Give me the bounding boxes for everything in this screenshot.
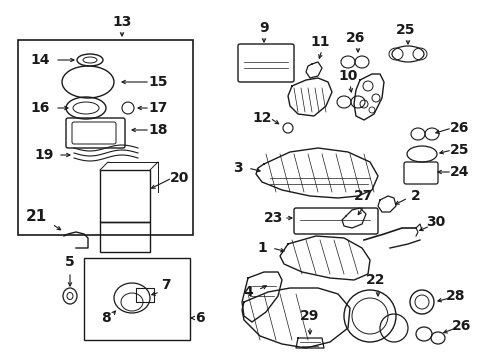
Text: 25: 25	[449, 143, 469, 157]
Text: 13: 13	[112, 15, 131, 29]
Text: 26: 26	[449, 121, 469, 135]
Text: 27: 27	[354, 189, 373, 203]
Text: 24: 24	[449, 165, 469, 179]
Text: 26: 26	[451, 319, 471, 333]
Text: 29: 29	[300, 309, 319, 323]
Text: 18: 18	[148, 123, 167, 137]
Text: 2: 2	[410, 189, 420, 203]
Bar	[100, 170, 150, 222]
Text: 22: 22	[366, 273, 385, 287]
Text: 5: 5	[65, 255, 75, 269]
Text: 12: 12	[252, 111, 271, 125]
Bar	[100, 222, 150, 252]
Text: 28: 28	[446, 289, 465, 303]
Text: 14: 14	[30, 53, 50, 67]
Text: 11: 11	[309, 35, 329, 49]
Text: 23: 23	[264, 211, 283, 225]
Text: 20: 20	[170, 171, 189, 185]
Text: 9: 9	[259, 21, 268, 35]
Text: 15: 15	[148, 75, 167, 89]
Text: 4: 4	[243, 285, 252, 299]
Text: 17: 17	[148, 101, 167, 115]
Text: 8: 8	[101, 311, 111, 325]
Text: 3: 3	[233, 161, 243, 175]
Text: 26: 26	[346, 31, 365, 45]
Text: 21: 21	[25, 208, 46, 224]
Text: 10: 10	[338, 69, 357, 83]
Text: 7: 7	[161, 278, 170, 292]
Bar	[18, 40, 193, 235]
Bar	[84, 258, 190, 340]
Text: 19: 19	[34, 148, 54, 162]
Text: 1: 1	[257, 241, 266, 255]
Text: 16: 16	[30, 101, 50, 115]
Text: 25: 25	[395, 23, 415, 37]
Text: 30: 30	[426, 215, 445, 229]
Bar	[136, 288, 154, 302]
Text: 6: 6	[195, 311, 204, 325]
